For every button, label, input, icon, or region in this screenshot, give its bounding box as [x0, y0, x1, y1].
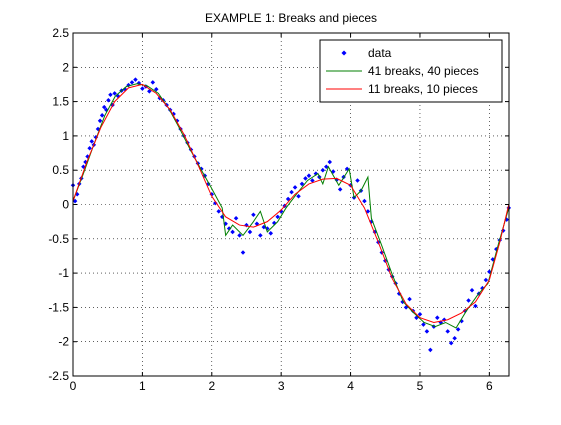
y-tick-label: -1.5 [48, 300, 69, 314]
data-point [306, 173, 312, 178]
data-point [106, 97, 111, 103]
legend-label: 41 breaks, 40 pieces [368, 64, 479, 78]
series-line [72, 83, 510, 329]
legend-label: 11 breaks, 10 pieces [368, 82, 478, 96]
data-point [445, 329, 450, 334]
data-point [424, 329, 430, 334]
y-tick-label: -2.5 [48, 369, 69, 383]
data-point [89, 139, 94, 144]
legend: data 41 breaks, 40 pieces 11 breaks, 10 pi… [319, 39, 503, 103]
data-point [473, 303, 478, 309]
y-tick-label: 1.5 [52, 95, 69, 109]
series-2 [72, 83, 510, 324]
data-point [268, 231, 274, 236]
data-point [417, 311, 423, 317]
series-layer [70, 77, 512, 353]
x-tick-label: 0 [70, 379, 77, 393]
data-point [101, 104, 107, 110]
data-point [258, 233, 263, 238]
x-tick-label: 1 [139, 379, 146, 393]
legend-entry: 11 breaks, 10 pieces [326, 82, 478, 96]
data-point [435, 315, 440, 320]
data-point [303, 176, 308, 181]
ticks: 0 1 2 3 4 5 6 -2.5 -2 -1.5 -1 -0.5 0 0.5 1 1.5 2 2.5 [48, 26, 509, 393]
data-point [99, 113, 105, 118]
data-point [154, 86, 159, 92]
x-tick-label: 6 [486, 379, 493, 393]
data-point [428, 347, 433, 353]
legend-entry: 41 breaks, 40 pieces [326, 64, 479, 78]
data-point [469, 287, 475, 293]
y-tick-label: 1 [62, 129, 69, 143]
data-point [452, 336, 457, 341]
data-point [289, 189, 294, 195]
legend-label: data [368, 46, 392, 60]
x-tick-label: 2 [208, 379, 215, 393]
x-tick-label: 4 [347, 379, 354, 393]
data-point [455, 327, 461, 332]
data-point [87, 145, 92, 151]
data-point [140, 86, 145, 91]
data-point [150, 80, 156, 85]
data-point [112, 91, 117, 96]
chart-title: EXAMPLE 1: Breaks and pieces [205, 11, 377, 25]
y-tick-label: 2 [62, 60, 69, 74]
series-1 [72, 83, 510, 329]
y-tick-label: -0.5 [48, 232, 69, 246]
data-point [320, 167, 326, 173]
data-point [466, 298, 471, 303]
data-point [407, 296, 412, 302]
data-point [483, 277, 489, 283]
y-tick-label: -2 [58, 335, 69, 349]
data-point [97, 118, 103, 124]
y-tick-label: -1 [58, 266, 69, 280]
data-point [278, 209, 284, 214]
y-tick-label: 2.5 [52, 26, 69, 40]
data-point [448, 340, 454, 346]
grid [73, 33, 509, 376]
y-tick-label: 0 [62, 198, 69, 212]
data-point [129, 80, 135, 85]
data-point [421, 322, 426, 327]
series-line [72, 83, 510, 324]
y-tick-label: 0.5 [52, 163, 69, 177]
data-point [299, 181, 305, 187]
data-point [355, 178, 360, 183]
x-tick-label: 3 [278, 379, 285, 393]
data-point [108, 92, 113, 98]
x-tick-label: 5 [417, 379, 424, 393]
